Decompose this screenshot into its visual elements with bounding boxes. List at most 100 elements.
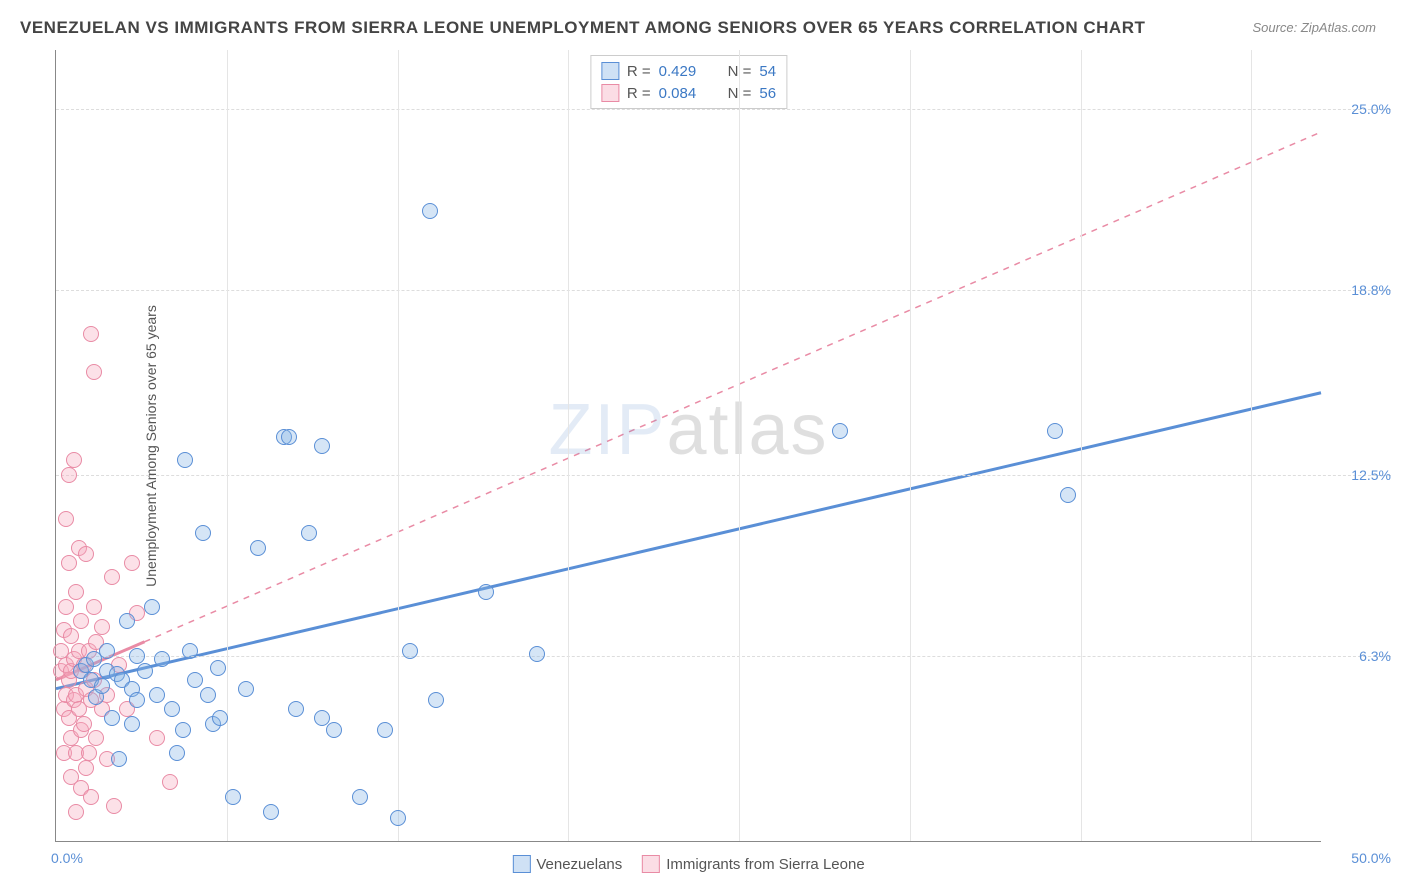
data-point <box>288 701 304 717</box>
data-point <box>195 525 211 541</box>
data-point <box>149 687 165 703</box>
swatch-pink <box>601 84 619 102</box>
data-point <box>111 751 127 767</box>
data-point <box>61 467 77 483</box>
data-point <box>58 599 74 615</box>
gridline-v <box>910 50 911 841</box>
y-tick-label: 6.3% <box>1359 648 1391 664</box>
data-point <box>144 599 160 615</box>
x-tick-first: 0.0% <box>51 850 83 866</box>
data-point <box>78 760 94 776</box>
data-point <box>63 628 79 644</box>
data-point <box>86 364 102 380</box>
r-value-venezuelans: 0.429 <box>659 63 714 80</box>
data-point <box>301 525 317 541</box>
legend-row-sierra-leone: R = 0.084 N = 56 <box>601 82 776 104</box>
gridline-h <box>56 109 1391 110</box>
data-point <box>352 789 368 805</box>
data-point <box>66 452 82 468</box>
data-point <box>58 511 74 527</box>
gridline-v <box>1081 50 1082 841</box>
data-point <box>99 643 115 659</box>
gridline-h <box>56 290 1391 291</box>
gridline-h <box>56 475 1391 476</box>
gridline-v <box>398 50 399 841</box>
r-label: R = <box>627 85 651 102</box>
data-point <box>169 745 185 761</box>
data-point <box>377 722 393 738</box>
data-point <box>124 555 140 571</box>
legend-row-venezuelans: R = 0.429 N = 54 <box>601 60 776 82</box>
data-point <box>78 546 94 562</box>
source-label: Source: ZipAtlas.com <box>1252 20 1376 35</box>
data-point <box>76 716 92 732</box>
data-point <box>832 423 848 439</box>
data-point <box>106 798 122 814</box>
series-legend: Venezuelans Immigrants from Sierra Leone <box>512 855 864 873</box>
data-point <box>124 716 140 732</box>
legend-label-sierra-leone: Immigrants from Sierra Leone <box>666 856 864 873</box>
swatch-blue <box>512 855 530 873</box>
swatch-blue <box>601 62 619 80</box>
data-point <box>326 722 342 738</box>
data-point <box>119 613 135 629</box>
legend-label-venezuelans: Venezuelans <box>536 856 622 873</box>
data-point <box>83 326 99 342</box>
data-point <box>68 584 84 600</box>
data-point <box>164 701 180 717</box>
swatch-pink <box>642 855 660 873</box>
legend-item-sierra-leone: Immigrants from Sierra Leone <box>642 855 864 873</box>
correlation-legend: R = 0.429 N = 54 R = 0.084 N = 56 <box>590 55 787 109</box>
gridline-v <box>1251 50 1252 841</box>
gridline-v <box>568 50 569 841</box>
data-point <box>225 789 241 805</box>
data-point <box>104 710 120 726</box>
plot-area: ZIPatlas R = 0.429 N = 54 R = 0.084 N = … <box>55 50 1321 842</box>
y-tick-label: 18.8% <box>1351 282 1391 298</box>
data-point <box>154 651 170 667</box>
r-label: R = <box>627 63 651 80</box>
data-point <box>478 584 494 600</box>
data-point <box>250 540 266 556</box>
data-point <box>149 730 165 746</box>
data-point <box>129 648 145 664</box>
data-point <box>422 203 438 219</box>
data-point <box>94 678 110 694</box>
data-point <box>83 789 99 805</box>
data-point <box>529 646 545 662</box>
data-point <box>212 710 228 726</box>
data-point <box>68 804 84 820</box>
data-point <box>182 643 198 659</box>
x-tick-last: 50.0% <box>1351 850 1391 866</box>
data-point <box>210 660 226 676</box>
data-point <box>86 599 102 615</box>
data-point <box>1047 423 1063 439</box>
data-point <box>175 722 191 738</box>
data-point <box>177 452 193 468</box>
data-point <box>137 663 153 679</box>
data-point <box>61 555 77 571</box>
data-point <box>162 774 178 790</box>
data-point <box>402 643 418 659</box>
data-point <box>428 692 444 708</box>
regression-lines <box>56 50 1321 841</box>
chart-title: VENEZUELAN VS IMMIGRANTS FROM SIERRA LEO… <box>20 18 1145 38</box>
data-point <box>238 681 254 697</box>
data-point <box>314 438 330 454</box>
data-point <box>81 745 97 761</box>
y-tick-label: 12.5% <box>1351 467 1391 483</box>
n-value-venezuelans: 54 <box>759 63 776 80</box>
data-point <box>390 810 406 826</box>
data-point <box>73 613 89 629</box>
data-point <box>104 569 120 585</box>
data-point <box>129 692 145 708</box>
data-point <box>1060 487 1076 503</box>
data-point <box>94 619 110 635</box>
legend-item-venezuelans: Venezuelans <box>512 855 622 873</box>
data-point <box>200 687 216 703</box>
r-value-sierra-leone: 0.084 <box>659 85 714 102</box>
gridline-v <box>739 50 740 841</box>
gridline-h <box>56 656 1391 657</box>
data-point <box>263 804 279 820</box>
n-value-sierra-leone: 56 <box>759 85 776 102</box>
